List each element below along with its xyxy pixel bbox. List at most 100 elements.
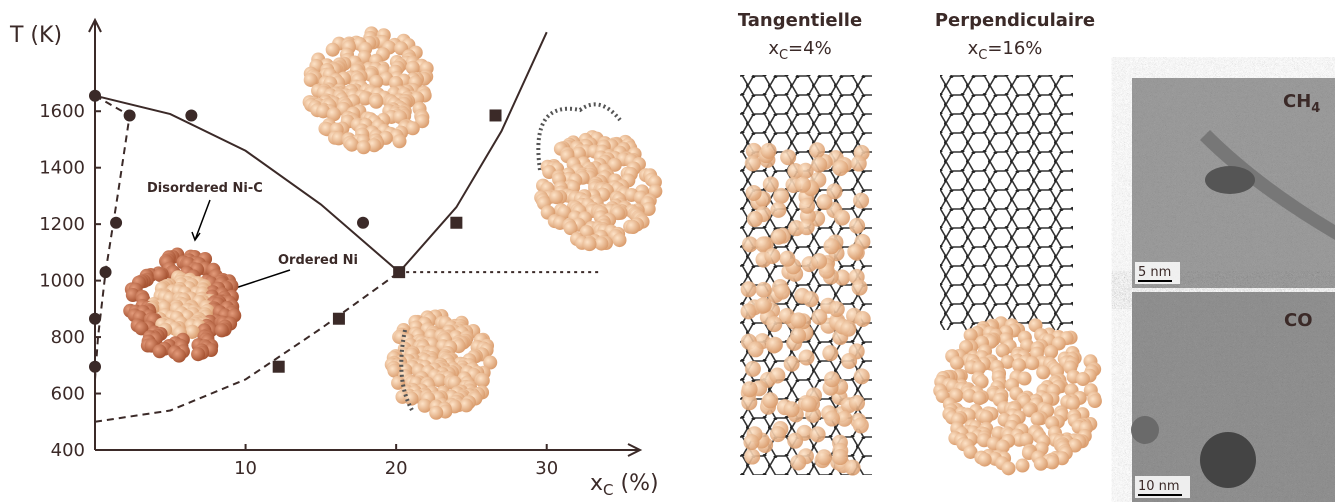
atom (849, 395, 865, 411)
atom (978, 453, 992, 467)
atom (784, 356, 800, 372)
atom (1066, 396, 1080, 410)
atom (741, 303, 757, 319)
atom (852, 280, 868, 296)
atom (824, 371, 840, 387)
point (89, 313, 101, 325)
atom (829, 301, 845, 317)
atom (795, 177, 811, 193)
panel-label: xC=16% (968, 38, 1043, 63)
atom (405, 392, 419, 406)
atom (613, 233, 627, 247)
atom (549, 190, 563, 204)
atom (1015, 459, 1029, 473)
y-tick-label: 800 (51, 327, 85, 348)
atom (766, 316, 782, 332)
atom (767, 337, 783, 353)
atom (746, 185, 762, 201)
atom (809, 142, 825, 158)
atom (972, 391, 986, 405)
atom (780, 149, 796, 165)
tem-images: CH4 CO 5 nm 10 nm (1131, 78, 1335, 502)
panel-label: xC=4% (768, 38, 831, 63)
atom (774, 284, 790, 300)
panel-title: Tangentielle (738, 10, 862, 31)
atom (1034, 457, 1048, 471)
atom (823, 238, 839, 254)
atom (853, 417, 869, 433)
atom (761, 143, 777, 159)
atom (824, 411, 840, 427)
point (124, 109, 136, 121)
atom (770, 426, 786, 442)
point (110, 217, 122, 229)
gas-label: CO (1284, 310, 1313, 331)
atom (799, 350, 815, 366)
x-tick-label: 30 (535, 458, 558, 479)
point (273, 361, 285, 373)
atom (745, 155, 761, 171)
atom (779, 251, 795, 267)
atom (191, 347, 205, 361)
atom (326, 43, 340, 57)
t: C (978, 48, 987, 63)
point (393, 266, 405, 278)
atom (744, 449, 760, 465)
annotation: Disordered Ni-C (147, 181, 263, 196)
point (357, 217, 369, 229)
atom (832, 449, 848, 465)
atom (853, 193, 869, 209)
atom (799, 219, 815, 235)
point (490, 109, 502, 121)
atom (855, 311, 871, 327)
panel-title: Perpendiculaire (935, 10, 1095, 31)
point (185, 109, 197, 121)
x-tick-label: 10 (234, 458, 257, 479)
x-tick-label: 20 (385, 458, 408, 479)
atom (626, 220, 640, 234)
y-tick-label: 400 (51, 440, 85, 461)
atom (822, 345, 838, 361)
atom (950, 356, 964, 370)
atom (811, 157, 827, 173)
atom (582, 237, 596, 251)
atom (810, 426, 826, 442)
atom (811, 309, 827, 325)
point (89, 90, 101, 102)
annotation: Ordered Ni (278, 253, 358, 268)
atom (764, 248, 780, 264)
axis (95, 444, 640, 456)
atom (345, 138, 359, 152)
t: 4 (1311, 101, 1320, 116)
nanotube (940, 75, 1073, 330)
point (333, 313, 345, 325)
atom (799, 198, 815, 214)
t: C (779, 48, 788, 63)
particle-shape (1205, 166, 1255, 194)
particle-shape (1200, 432, 1256, 488)
point (100, 266, 112, 278)
scale-label: 10 nm (1138, 479, 1180, 494)
t: x (968, 38, 979, 59)
t: =16% (987, 38, 1042, 59)
particle-shape (1131, 416, 1159, 444)
atom (771, 229, 787, 245)
atom (476, 374, 490, 388)
atom (429, 406, 443, 420)
atom (790, 454, 806, 470)
point (89, 361, 101, 373)
atom (747, 211, 763, 227)
atom (840, 321, 856, 337)
atom (756, 282, 772, 298)
atom (790, 328, 806, 344)
atom (841, 353, 857, 369)
atom (741, 281, 757, 297)
atom (756, 297, 772, 313)
atom (790, 312, 806, 328)
atom (1031, 412, 1045, 426)
y-tick-label: 1200 (39, 214, 85, 235)
atom (762, 392, 778, 408)
y-tick-label: 1600 (39, 101, 85, 122)
atom (742, 381, 758, 397)
atom (803, 291, 819, 307)
